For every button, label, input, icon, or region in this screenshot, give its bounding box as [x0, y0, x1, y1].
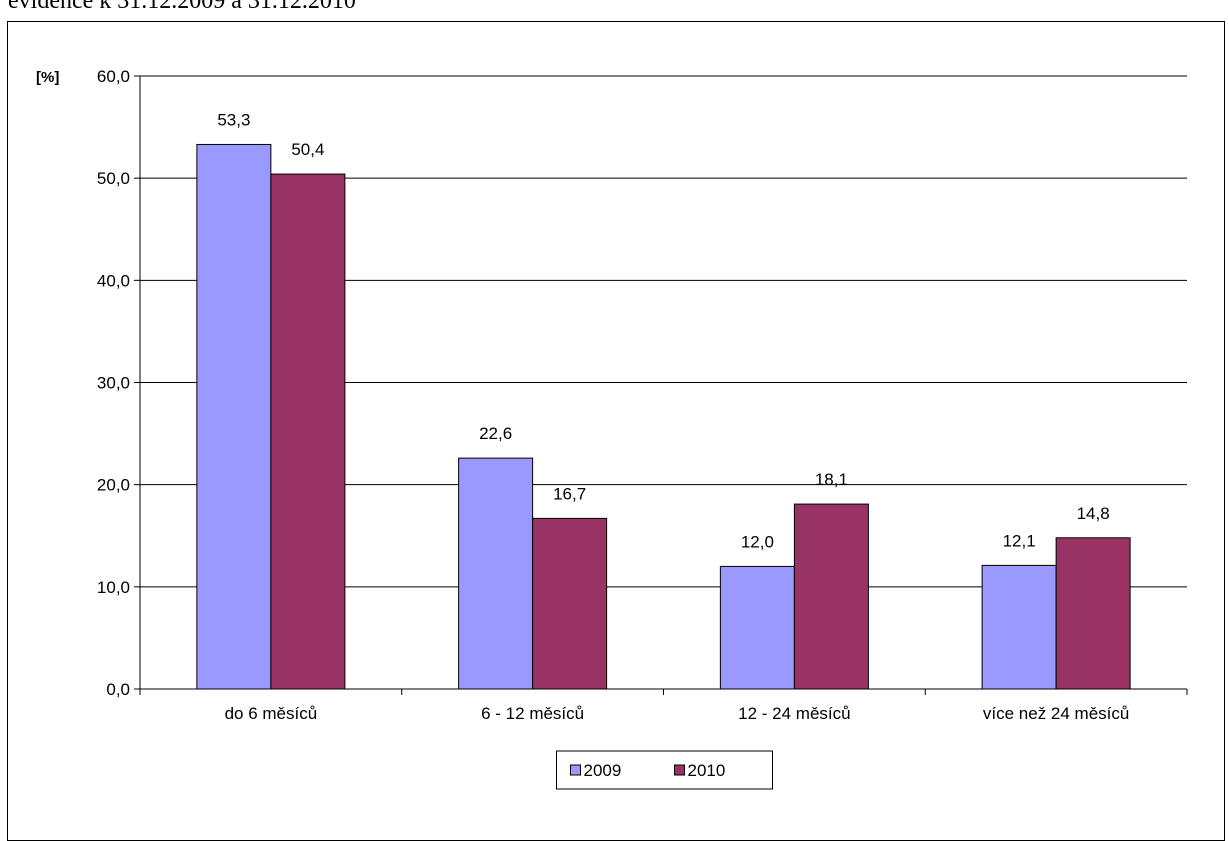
axes: [134, 75, 1188, 695]
legend-swatch-2009: [570, 764, 581, 776]
y-tick-label: 50,0: [97, 169, 130, 188]
bar-2009: [981, 564, 1057, 690]
labels: 0,0 10,0 20,0 30,0 40,0 50,0 60,0 [%] do 6 měsíc…: [36, 67, 1129, 723]
legend-label-2010: 2010: [688, 761, 726, 780]
y-tick-label: 40,0: [97, 271, 130, 290]
data-label: 18,1: [815, 470, 848, 489]
data-label: 53,3: [217, 110, 250, 129]
bar-2009: [458, 457, 534, 690]
data-label: 12,0: [741, 532, 774, 551]
y-tick-label: 10,0: [97, 578, 130, 597]
chart-caption: evidence k 31.12.2009 a 31.12.2010: [8, 0, 356, 14]
legend-box: [556, 750, 773, 790]
category-label: 6 - 12 měsíců: [481, 704, 584, 723]
data-label: 16,7: [553, 484, 586, 503]
data-label: 12,1: [1003, 531, 1036, 550]
y-tick-label: 60,0: [97, 67, 130, 86]
data-label: 22,6: [479, 424, 512, 443]
legend-swatch-2010: [674, 764, 685, 776]
legend-label-2009: 2009: [584, 761, 622, 780]
bar-2010: [532, 517, 608, 690]
y-tick-label: 0,0: [106, 680, 130, 699]
legend: 2009 2010: [556, 750, 773, 790]
category-label: do 6 měsíců: [225, 704, 318, 723]
data-label: 50,4: [291, 140, 324, 159]
bar-2009: [196, 143, 272, 690]
bars: [196, 143, 1131, 690]
bar-2010: [1055, 537, 1131, 690]
y-tick-label: 30,0: [97, 374, 130, 393]
category-label: více než 24 měsíců: [983, 704, 1129, 723]
data-label: 14,8: [1077, 504, 1110, 523]
bar-2010: [270, 173, 346, 690]
bar-2009: [719, 565, 795, 690]
category-label: 12 - 24 měsíců: [738, 704, 850, 723]
y-unit-label: [%]: [36, 69, 59, 86]
bar-2010: [793, 503, 869, 690]
y-tick-label: 20,0: [97, 476, 130, 495]
